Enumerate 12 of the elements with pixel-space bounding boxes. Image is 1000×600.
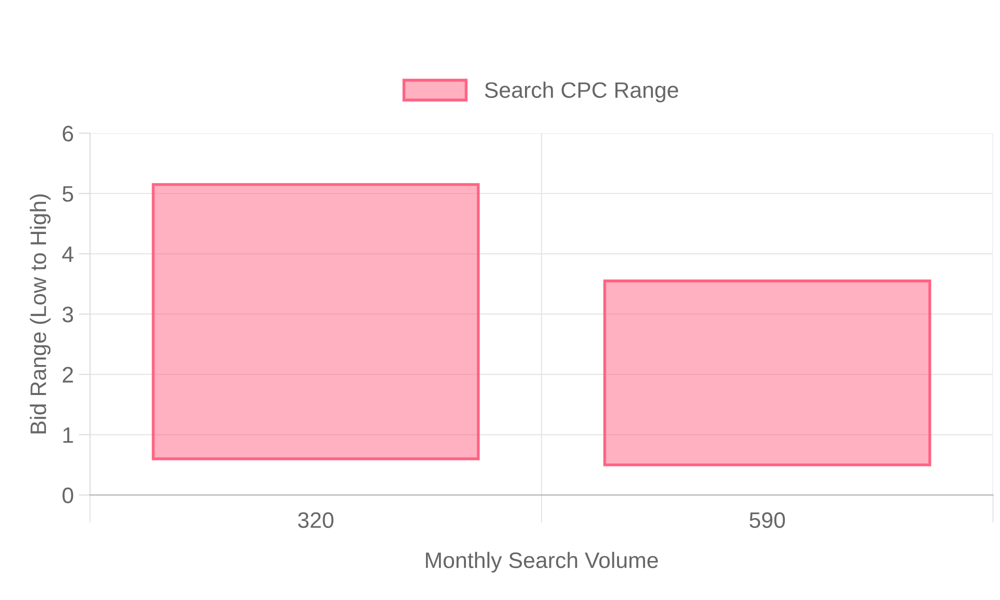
y-tick-label: 5 [62,186,74,202]
legend-label: Search CPC Range [484,82,678,102]
y-tick-label: 2 [62,366,73,382]
y-tick-label: 4 [62,246,74,262]
y-tick-label: 1 [63,427,73,443]
y-tick-label: 3 [62,306,74,322]
y-tick-label: 0 [62,488,74,504]
y-axis-title: Bid Range (Low to High) [30,194,51,434]
x-tick-label: 320 [298,512,334,528]
x-axis-title: Monthly Search Volume [426,552,658,573]
y-tick-label: 6 [62,126,74,142]
x-tick-label: 590 [750,512,785,528]
